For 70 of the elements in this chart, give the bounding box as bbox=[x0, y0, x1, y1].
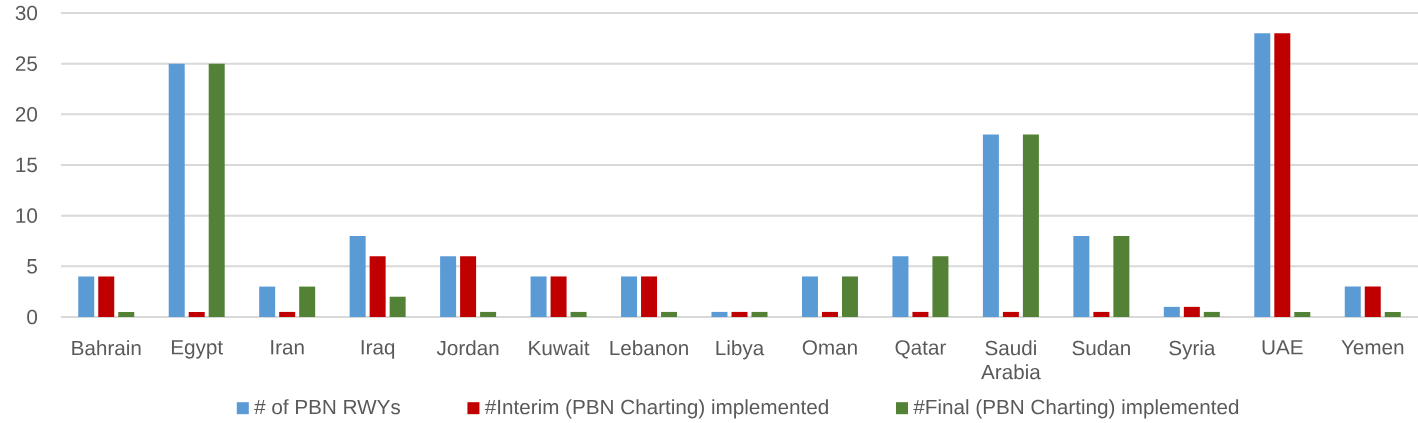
bar bbox=[1163, 306, 1180, 317]
bar bbox=[168, 63, 185, 317]
x-tick-label: Syria bbox=[1169, 340, 1216, 360]
bar bbox=[1073, 235, 1090, 317]
x-tick-label: Libya bbox=[716, 340, 765, 360]
bar bbox=[1274, 33, 1291, 317]
bar bbox=[1344, 286, 1361, 317]
bar bbox=[460, 256, 477, 317]
bar bbox=[1022, 134, 1039, 317]
bar bbox=[1384, 311, 1401, 317]
x-tick-label: Egypt bbox=[171, 340, 223, 359]
bar bbox=[912, 311, 929, 317]
bar bbox=[78, 276, 95, 317]
bar bbox=[641, 276, 658, 317]
y-tick-label: 5 bbox=[27, 259, 37, 274]
x-tick-label: Bahrain bbox=[72, 340, 141, 356]
bar bbox=[892, 256, 909, 317]
bar bbox=[299, 286, 316, 317]
x-tick-label: Oman bbox=[802, 340, 857, 355]
bar bbox=[711, 311, 728, 317]
x-tick-label: Kuwait bbox=[529, 340, 590, 356]
x-tick-label: UAE bbox=[1262, 340, 1303, 355]
bar bbox=[1002, 311, 1019, 317]
bar bbox=[279, 311, 296, 317]
bar bbox=[570, 311, 587, 317]
y-tick-label: 15 bbox=[16, 157, 37, 173]
x-tick-label: Iran bbox=[271, 340, 304, 355]
bar bbox=[530, 276, 547, 317]
y-tick-label: 10 bbox=[16, 208, 38, 223]
legend-label: # of PBN RWYs bbox=[254, 399, 401, 415]
y-tick-label: 20 bbox=[15, 107, 38, 122]
x-tick-label: Jordan bbox=[436, 340, 499, 356]
x-tick-label: Sudan bbox=[1072, 340, 1130, 356]
bar bbox=[621, 276, 638, 317]
x-tick-label: Yemen bbox=[1341, 340, 1404, 355]
bar bbox=[208, 63, 225, 317]
bar bbox=[259, 286, 276, 317]
y-tick-label: 25 bbox=[15, 56, 37, 71]
bar bbox=[801, 276, 818, 317]
bar bbox=[550, 276, 567, 317]
bar bbox=[118, 311, 135, 317]
legend-label: #Interim (PBN Charting) implemented bbox=[484, 399, 828, 419]
bar bbox=[369, 256, 386, 317]
x-tick-label: Iraq bbox=[361, 340, 395, 359]
bar bbox=[821, 311, 838, 317]
bar bbox=[480, 311, 497, 317]
bar bbox=[188, 311, 205, 317]
bar bbox=[932, 256, 949, 317]
bar bbox=[440, 256, 457, 317]
bar bbox=[1254, 33, 1271, 317]
bar bbox=[1093, 311, 1110, 317]
x-tick-label: Saudi Arabia bbox=[981, 340, 1041, 380]
y-tick-label: 0 bbox=[27, 309, 38, 325]
bar bbox=[1294, 311, 1311, 317]
bar bbox=[349, 235, 366, 317]
x-tick-label: Lebanon bbox=[610, 340, 688, 356]
y-tick-label: 30 bbox=[15, 5, 38, 21]
bar bbox=[1183, 306, 1200, 317]
legend-label: #Final (PBN Charting) implemented bbox=[913, 399, 1239, 419]
bar bbox=[389, 296, 406, 317]
bar bbox=[1203, 311, 1220, 317]
bar bbox=[751, 311, 768, 317]
bar bbox=[1113, 235, 1130, 317]
bar bbox=[1364, 286, 1381, 317]
bar bbox=[731, 311, 748, 317]
bar bbox=[841, 276, 858, 317]
bar bbox=[982, 134, 999, 317]
x-tick-label: Qatar bbox=[895, 340, 946, 359]
bar bbox=[98, 276, 115, 317]
bar bbox=[661, 311, 678, 317]
